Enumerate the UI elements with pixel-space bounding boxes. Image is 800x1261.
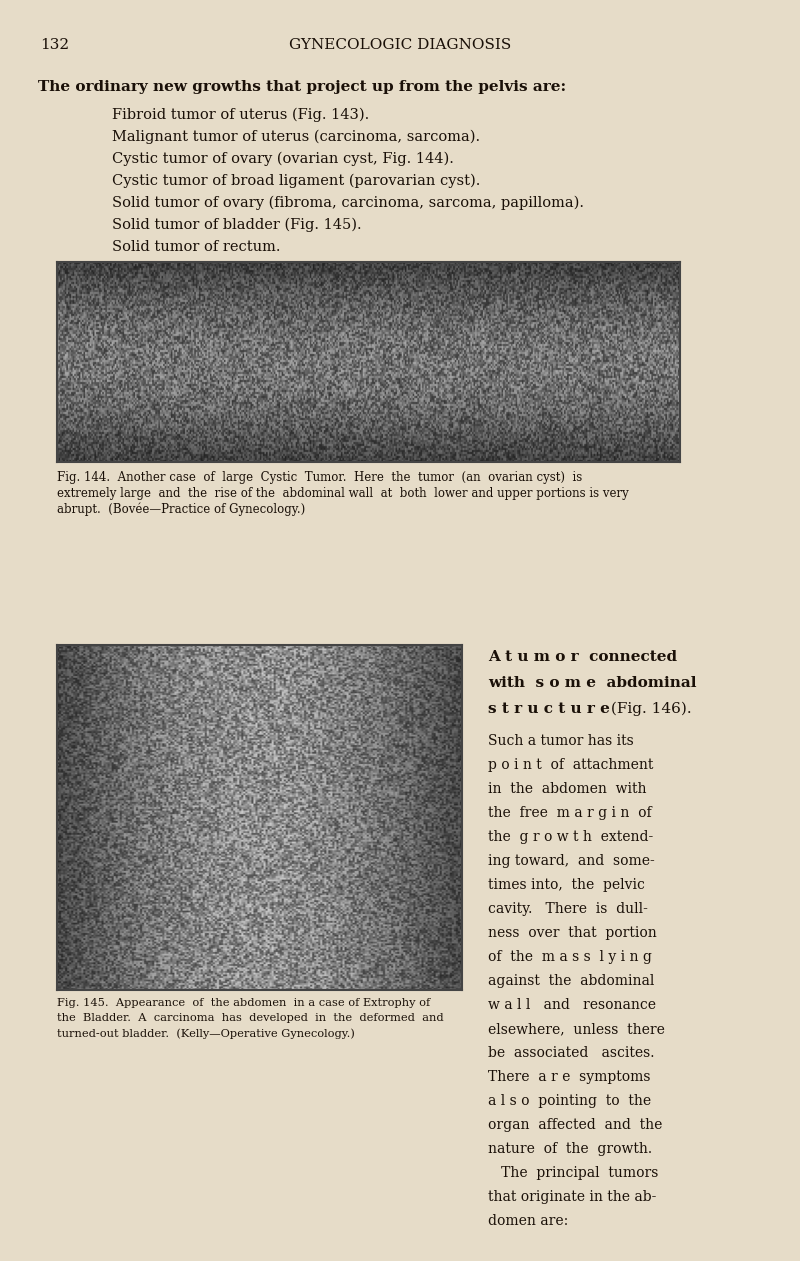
Text: Fig. 145.  Appearance  of  the abdomen  in a case of Extrophy of: Fig. 145. Appearance of the abdomen in a… xyxy=(57,997,430,1008)
Text: 132: 132 xyxy=(40,38,69,52)
Text: Malignant tumor of uterus (carcinoma, sarcoma).: Malignant tumor of uterus (carcinoma, sa… xyxy=(112,130,480,145)
Text: organ  affected  and  the: organ affected and the xyxy=(488,1119,662,1132)
Text: abrupt.  (Bovée—Practice of Gynecology.): abrupt. (Bovée—Practice of Gynecology.) xyxy=(57,503,306,517)
Text: the  free  m a r g i n  of: the free m a r g i n of xyxy=(488,806,652,820)
Text: in  the  abdomen  with: in the abdomen with xyxy=(488,782,646,796)
Text: Solid tumor of rectum.: Solid tumor of rectum. xyxy=(112,240,281,253)
Text: extremely large  and  the  rise of the  abdominal wall  at  both  lower and uppe: extremely large and the rise of the abdo… xyxy=(57,487,629,501)
Text: ing toward,  and  some-: ing toward, and some- xyxy=(488,854,654,868)
Text: The ordinary new growths that project up from the pelvis are:: The ordinary new growths that project up… xyxy=(38,79,566,95)
Text: Fig. 144.  Another case  of  large  Cystic  Tumor.  Here  the  tumor  (an  ovari: Fig. 144. Another case of large Cystic T… xyxy=(57,472,582,484)
Text: There  a r e  symptoms: There a r e symptoms xyxy=(488,1071,650,1084)
Text: (Fig. 146).: (Fig. 146). xyxy=(606,702,692,716)
Text: Such a tumor has its: Such a tumor has its xyxy=(488,734,634,748)
Text: ness  over  that  portion: ness over that portion xyxy=(488,926,657,939)
Text: w a l l   and   resonance: w a l l and resonance xyxy=(488,997,656,1013)
Text: Solid tumor of bladder (Fig. 145).: Solid tumor of bladder (Fig. 145). xyxy=(112,218,362,232)
Text: be  associated   ascites.: be associated ascites. xyxy=(488,1047,654,1061)
Text: A t u m o r  connected: A t u m o r connected xyxy=(488,649,677,665)
Text: elsewhere,  unless  there: elsewhere, unless there xyxy=(488,1021,665,1037)
Text: GYNECOLOGIC DIAGNOSIS: GYNECOLOGIC DIAGNOSIS xyxy=(289,38,511,52)
Text: that originate in the ab-: that originate in the ab- xyxy=(488,1190,656,1204)
Text: times into,  the  pelvic: times into, the pelvic xyxy=(488,878,645,892)
Text: Cystic tumor of broad ligament (parovarian cyst).: Cystic tumor of broad ligament (parovari… xyxy=(112,174,480,188)
Text: domen are:: domen are: xyxy=(488,1214,568,1228)
Text: nature  of  the  growth.: nature of the growth. xyxy=(488,1142,652,1156)
Text: with  s o m e  abdominal: with s o m e abdominal xyxy=(488,676,697,690)
Text: cavity.   There  is  dull-: cavity. There is dull- xyxy=(488,902,648,915)
Text: the  Bladder.  A  carcinoma  has  developed  in  the  deformed  and: the Bladder. A carcinoma has developed i… xyxy=(57,1013,444,1023)
Text: Solid tumor of ovary (fibroma, carcinoma, sarcoma, papilloma).: Solid tumor of ovary (fibroma, carcinoma… xyxy=(112,195,584,211)
Text: a l s o  pointing  to  the: a l s o pointing to the xyxy=(488,1095,651,1108)
Text: turned-out bladder.  (Kelly—Operative Gynecology.): turned-out bladder. (Kelly—Operative Gyn… xyxy=(57,1028,355,1039)
Text: of  the  m a s s  l y i n g: of the m a s s l y i n g xyxy=(488,950,652,963)
Text: the  g r o w t h  extend-: the g r o w t h extend- xyxy=(488,830,654,844)
Text: Cystic tumor of ovary (ovarian cyst, Fig. 144).: Cystic tumor of ovary (ovarian cyst, Fig… xyxy=(112,153,454,166)
Text: against  the  abdominal: against the abdominal xyxy=(488,973,654,989)
Text: s t r u c t u r e: s t r u c t u r e xyxy=(488,702,610,716)
Text: The  principal  tumors: The principal tumors xyxy=(488,1166,658,1180)
Text: Fibroid tumor of uterus (Fig. 143).: Fibroid tumor of uterus (Fig. 143). xyxy=(112,108,370,122)
Text: p o i n t  of  attachment: p o i n t of attachment xyxy=(488,758,654,772)
